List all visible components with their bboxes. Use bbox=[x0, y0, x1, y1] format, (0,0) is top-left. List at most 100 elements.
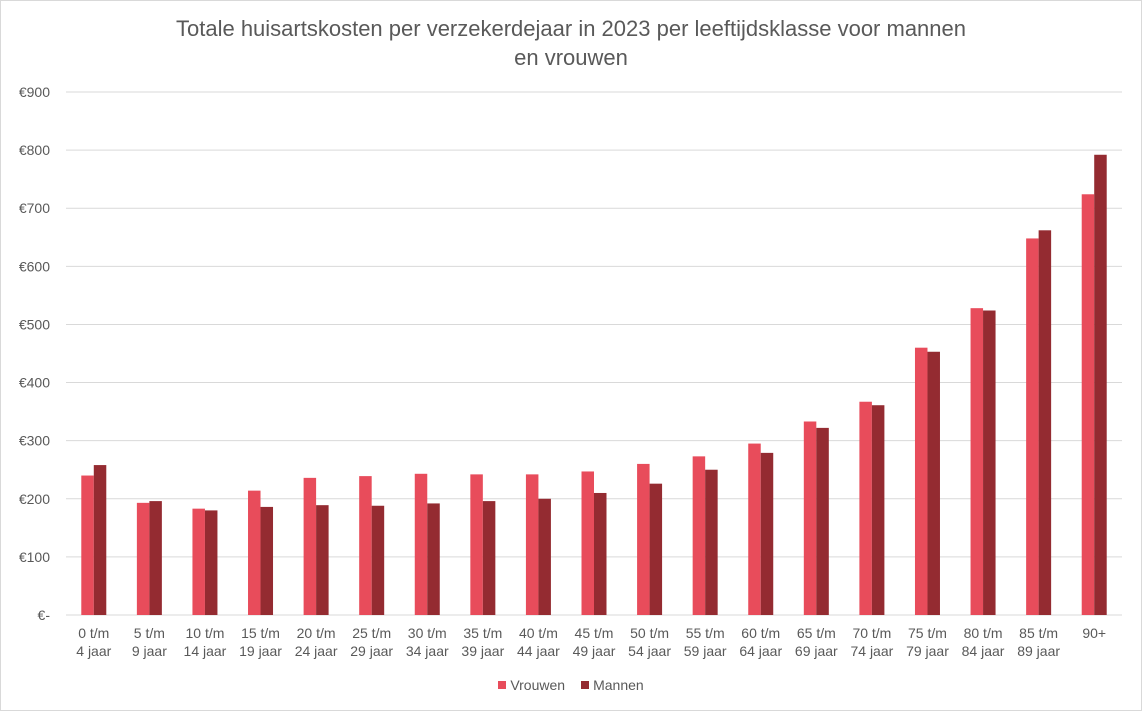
bar-vrouwen bbox=[248, 490, 261, 615]
bar-mannen bbox=[427, 503, 440, 615]
x-tick-label-line: 80 t/m bbox=[964, 625, 1003, 641]
bar-vrouwen bbox=[303, 477, 317, 615]
x-tick-label-line: 34 jaar bbox=[406, 643, 449, 659]
bar-vrouwen bbox=[803, 421, 817, 615]
chart-title-line-2: en vrouwen bbox=[514, 45, 628, 70]
bar-mannen bbox=[1094, 154, 1107, 615]
x-tick-label-line: 35 t/m bbox=[463, 625, 502, 641]
x-tick-label: 50 t/m 54 jaar bbox=[628, 625, 671, 659]
bar-mannen bbox=[93, 465, 107, 615]
bar-vrouwen bbox=[359, 476, 372, 615]
x-tick-label-line: 60 t/m bbox=[741, 625, 780, 641]
bar-vrouwen bbox=[581, 471, 594, 615]
y-tick-label: €900 bbox=[19, 84, 50, 100]
bar-mannen bbox=[816, 427, 829, 615]
x-tick-label-line: 20 t/m bbox=[297, 625, 336, 641]
x-tick-label-line: 50 t/m bbox=[630, 625, 669, 641]
y-tick-label: €600 bbox=[19, 258, 50, 274]
y-tick-label: €800 bbox=[19, 142, 50, 158]
x-tick-label-line: 75 t/m bbox=[908, 625, 947, 641]
bar-vrouwen bbox=[525, 474, 539, 615]
x-tick-label-line: 19 jaar bbox=[239, 643, 282, 659]
bar-vrouwen bbox=[414, 473, 428, 615]
x-tick-label-line: 40 t/m bbox=[519, 625, 558, 641]
bar-mannen bbox=[149, 501, 162, 615]
legend-label-vrouwen: Vrouwen bbox=[510, 677, 566, 693]
x-tick-label: 35 t/m 39 jaar bbox=[461, 625, 504, 659]
bar-vrouwen bbox=[136, 502, 150, 615]
chart-title: Totale huisartskosten per verzekerdejaar… bbox=[0, 14, 1142, 72]
x-tick-label: 90+ bbox=[1082, 625, 1106, 641]
bar-vrouwen bbox=[914, 347, 928, 615]
legend-swatch-mannen bbox=[581, 681, 590, 689]
bar-vrouwen bbox=[970, 308, 984, 615]
bar-vrouwen bbox=[81, 475, 94, 615]
bar-mannen bbox=[594, 492, 607, 615]
x-tick-label: 0 t/m 4 jaar bbox=[76, 625, 111, 659]
x-tick-label: 70 t/m 74 jaar bbox=[850, 625, 893, 659]
bar-mannen bbox=[1038, 230, 1052, 615]
x-tick-label-line: 4 jaar bbox=[76, 643, 111, 659]
bar-mannen bbox=[482, 501, 496, 615]
x-tick-label-line: 55 t/m bbox=[686, 625, 725, 641]
legend-item-mannen: Mannen bbox=[581, 677, 644, 693]
x-tick-label-line: 69 jaar bbox=[795, 643, 838, 659]
x-tick-label: 20 t/m 24 jaar bbox=[295, 625, 338, 659]
y-tick-label: €500 bbox=[19, 316, 50, 332]
x-tick-label-line: 39 jaar bbox=[461, 643, 504, 659]
x-tick-label: 60 t/m 64 jaar bbox=[739, 625, 782, 659]
x-tick-label: 80 t/m 84 jaar bbox=[962, 625, 1005, 659]
x-tick-label-line: 25 t/m bbox=[352, 625, 391, 641]
x-tick-label-line: 30 t/m bbox=[408, 625, 447, 641]
x-tick-label-line: 24 jaar bbox=[295, 643, 338, 659]
bar-vrouwen bbox=[1081, 194, 1095, 615]
x-tick-label-line: 29 jaar bbox=[350, 643, 393, 659]
bar-mannen bbox=[760, 452, 774, 615]
x-tick-label: 75 t/m 79 jaar bbox=[906, 625, 949, 659]
bar-mannen bbox=[260, 506, 274, 615]
x-tick-label-line: 45 t/m bbox=[575, 625, 614, 641]
legend-swatch-vrouwen bbox=[498, 681, 507, 689]
x-tick-label: 65 t/m 69 jaar bbox=[795, 625, 838, 659]
bar-mannen bbox=[705, 469, 718, 615]
bar-vrouwen bbox=[192, 508, 205, 615]
x-tick-label: 15 t/m 19 jaar bbox=[239, 625, 282, 659]
x-tick-label-line: 65 t/m bbox=[797, 625, 836, 641]
x-tick-label-line: 74 jaar bbox=[850, 643, 893, 659]
chart-legend: Vrouwen Mannen bbox=[0, 677, 1142, 693]
x-tick-label-line: 0 t/m bbox=[78, 625, 109, 641]
bar-mannen bbox=[316, 505, 329, 615]
x-tick-label-line: 85 t/m bbox=[1019, 625, 1058, 641]
x-tick-label: 85 t/m 89 jaar bbox=[1017, 625, 1060, 659]
x-tick-label-line: 49 jaar bbox=[573, 643, 616, 659]
bar-mannen bbox=[927, 351, 940, 615]
x-tick-label-line: 64 jaar bbox=[739, 643, 782, 659]
bar-vrouwen bbox=[859, 401, 872, 615]
y-tick-label: €300 bbox=[19, 433, 50, 449]
bar-mannen bbox=[371, 505, 385, 615]
legend-label-mannen: Mannen bbox=[593, 677, 644, 693]
bar-mannen bbox=[204, 510, 218, 615]
x-tick-label-line: 79 jaar bbox=[906, 643, 949, 659]
bar-mannen bbox=[983, 310, 996, 615]
bar-vrouwen bbox=[692, 456, 706, 615]
legend-item-vrouwen: Vrouwen bbox=[498, 677, 565, 693]
x-tick-label-line: 84 jaar bbox=[962, 643, 1005, 659]
x-tick-label: 5 t/m 9 jaar bbox=[132, 625, 167, 659]
x-tick-label: 25 t/m 29 jaar bbox=[350, 625, 393, 659]
bar-mannen bbox=[538, 498, 551, 615]
x-tick-label-line: 14 jaar bbox=[184, 643, 227, 659]
x-tick-label-line: 89 jaar bbox=[1017, 643, 1060, 659]
y-tick-label: €700 bbox=[19, 200, 50, 216]
bar-vrouwen bbox=[748, 443, 761, 615]
x-tick-label-line: 15 t/m bbox=[241, 625, 280, 641]
bar-mannen bbox=[649, 483, 663, 615]
x-tick-label-line: 54 jaar bbox=[628, 643, 671, 659]
x-tick-label: 45 t/m 49 jaar bbox=[573, 625, 616, 659]
x-tick-label: 55 t/m 59 jaar bbox=[684, 625, 727, 659]
x-tick-label-line: 10 t/m bbox=[185, 625, 224, 641]
x-tick-label-line: 90+ bbox=[1082, 625, 1106, 641]
x-tick-label-line: 70 t/m bbox=[852, 625, 891, 641]
